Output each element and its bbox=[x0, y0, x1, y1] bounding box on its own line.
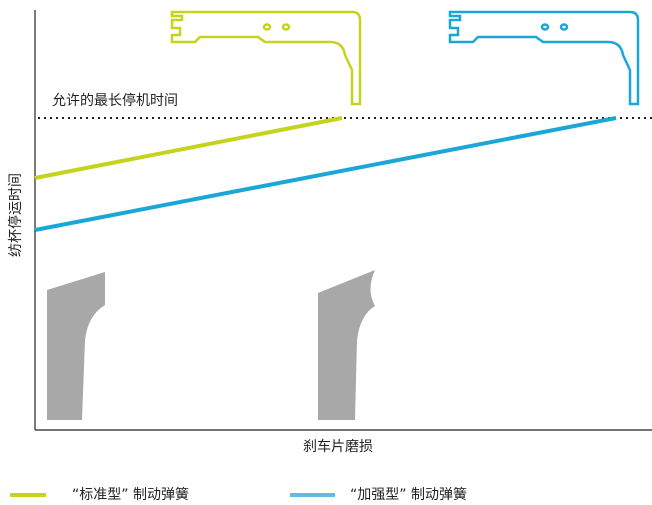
legend-label: “标准型” 制动弹簧 bbox=[72, 487, 189, 503]
limit-label: 允许的最长停机时间 bbox=[52, 92, 178, 109]
pad-new bbox=[47, 272, 105, 420]
standard-line bbox=[34, 116, 343, 180]
legend-label: “加强型” 制动弹簧 bbox=[350, 487, 467, 503]
standard-bracket bbox=[170, 10, 362, 106]
x-axis-label: 刹车片磨损 bbox=[303, 438, 373, 455]
reinforced-bracket bbox=[448, 10, 640, 106]
y-axis-label: 纺杯停运时间 bbox=[7, 173, 24, 257]
reinforced-line bbox=[34, 116, 617, 232]
pad-worn bbox=[318, 270, 375, 420]
